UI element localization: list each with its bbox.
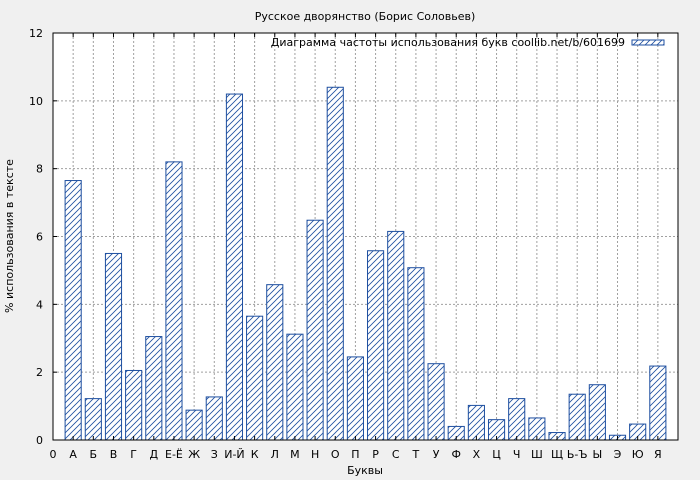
bar (64, 180, 82, 441)
y-tick-label: 4 (36, 298, 43, 311)
legend: Диаграмма частоты использования букв coo… (271, 36, 665, 49)
x-tick-label: Щ (551, 448, 563, 461)
x-tick-label: А (69, 448, 77, 461)
bar (588, 384, 606, 441)
y-tick-label: 8 (36, 163, 43, 176)
y-axis-label: % использования в тексте (3, 159, 16, 313)
bar (508, 398, 526, 441)
x-tick-label: С (392, 448, 400, 461)
x-tick-label: Э (614, 448, 622, 461)
y-tick-label: 0 (36, 434, 43, 447)
x-tick-label: Д (150, 448, 159, 461)
x-tick-label: Ц (492, 448, 501, 461)
bar (205, 396, 223, 441)
x-tick-label: О (331, 448, 340, 461)
y-tick-label: 6 (36, 231, 43, 244)
x-axis-label: Буквы (347, 464, 383, 477)
x-tick-label: Л (271, 448, 279, 461)
legend-label: Диаграмма частоты использования букв coo… (271, 36, 625, 49)
bar (104, 252, 123, 441)
x-tick-label: У (433, 448, 440, 461)
x-tick-label: Я (654, 448, 662, 461)
bar (407, 267, 425, 441)
x-tick-label: П (351, 448, 359, 461)
bar (84, 398, 102, 441)
bar (346, 356, 364, 441)
x-tick-label: Е-Ё (165, 448, 183, 461)
bar (387, 230, 405, 441)
x-tick-label: Г (130, 448, 137, 461)
y-tick-label: 2 (36, 366, 43, 379)
x-tick-label: Ф (451, 448, 460, 461)
legend-swatch (631, 39, 665, 46)
y-tick-label: 10 (29, 95, 43, 108)
x-tick-label: З (211, 448, 218, 461)
bar (306, 219, 324, 441)
x-tick-label: Х (473, 448, 481, 461)
x-tick-label: Ж (188, 448, 200, 461)
x-tick-label: В (110, 448, 118, 461)
bar (165, 161, 183, 441)
bar (185, 409, 203, 441)
x-axis-ticks: 0 А Б В Г Д Е-Ё Ж З И-Й К Л М Н О П Р С Т У Ф Х Ц Ч Ш Щ Ь-Ъ Ы Э Ю Я (50, 33, 662, 461)
x-tick-label: И-Й (224, 448, 244, 461)
chart-title: Русское дворянство (Борис Соловьев) (255, 10, 476, 23)
y-axis-ticks: 0 2 4 6 8 10 12 (29, 27, 57, 447)
bar (246, 315, 264, 441)
x-tick-label: 0 (50, 448, 57, 461)
x-tick-label: Т (412, 448, 420, 461)
bar (467, 404, 485, 441)
x-tick-label: Б (90, 448, 98, 461)
y-tick-label: 12 (29, 27, 43, 40)
bar (125, 369, 143, 441)
x-tick-label: М (290, 448, 300, 461)
bar (427, 363, 445, 441)
bar (367, 250, 385, 441)
bar (649, 365, 667, 441)
bar (145, 336, 163, 441)
x-tick-label: К (251, 448, 259, 461)
x-tick-label: Ь-Ъ (567, 448, 588, 461)
x-tick-label: Ы (592, 448, 602, 461)
x-tick-label: Ш (531, 448, 543, 461)
bar (225, 93, 244, 441)
x-tick-label: Ч (513, 448, 521, 461)
x-tick-label: Р (372, 448, 379, 461)
x-tick-label: Н (311, 448, 319, 461)
x-tick-label: Ю (632, 448, 644, 461)
bar (326, 86, 344, 441)
bar (568, 393, 586, 441)
bar (286, 333, 304, 441)
bar (266, 284, 284, 441)
